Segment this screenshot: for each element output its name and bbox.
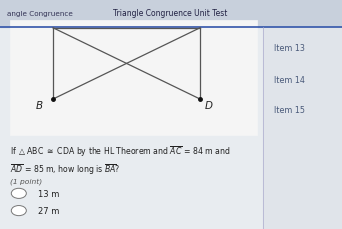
Text: $\overline{AD}$ = 85 m, how long is $\overline{BA}$?: $\overline{AD}$ = 85 m, how long is $\ov… (10, 161, 121, 176)
Bar (263, 27, 342, 229)
Text: D: D (205, 101, 213, 111)
Text: 27 m: 27 m (38, 206, 59, 215)
Text: Triangle Congruence Unit Test: Triangle Congruence Unit Test (113, 9, 227, 18)
Text: Item 14: Item 14 (274, 76, 304, 85)
Text: angle Congruence: angle Congruence (7, 11, 73, 17)
Text: Item 13: Item 13 (274, 44, 304, 53)
Text: B: B (36, 101, 43, 111)
Circle shape (11, 188, 26, 199)
Text: If $\triangle$ABC $\cong$ CDA by the HL Theorem and $\overline{AC}$ = 84 m and: If $\triangle$ABC $\cong$ CDA by the HL … (10, 143, 231, 158)
Bar (10, 21, 256, 135)
Text: Item 15: Item 15 (274, 105, 305, 114)
Bar (0, 0, 342, 27)
Text: 13 m: 13 m (38, 189, 59, 198)
Text: (1 point): (1 point) (10, 177, 42, 184)
Circle shape (11, 206, 26, 216)
